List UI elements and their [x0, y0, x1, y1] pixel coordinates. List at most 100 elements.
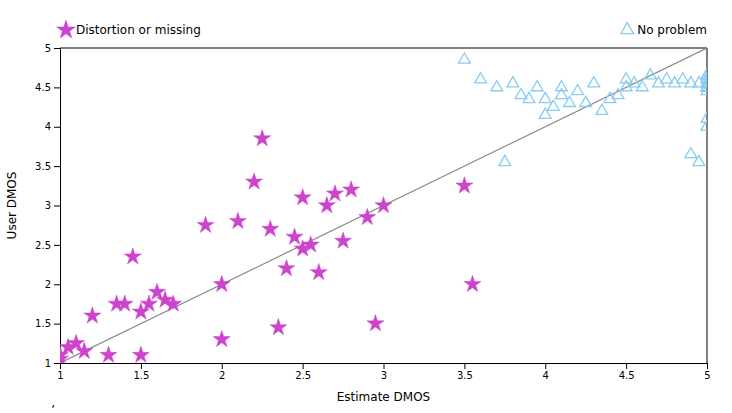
point: [539, 108, 551, 118]
tick-label: 3: [45, 200, 51, 211]
tick: 4: [543, 363, 549, 381]
tick-label: 1: [45, 358, 51, 369]
tick-mark: [54, 206, 60, 207]
point: [359, 208, 376, 224]
legend-symbol: [621, 23, 634, 34]
reference-line: [60, 48, 707, 363]
point: [547, 100, 559, 110]
tick-label: 4: [45, 121, 51, 132]
tick-mark: [54, 48, 60, 49]
point: [572, 85, 584, 95]
tick-label: 1.5: [35, 318, 51, 329]
point: [491, 81, 503, 91]
point: [458, 53, 470, 63]
legend-symbol: [57, 20, 76, 38]
tick: 5: [704, 363, 710, 381]
point: [677, 73, 689, 83]
point: [669, 77, 681, 87]
chart: 11.522.533.544.5511.522.533.544.55Estima…: [0, 0, 732, 413]
point: [653, 77, 665, 87]
point: [701, 81, 707, 91]
series-points: [458, 53, 707, 166]
point: [693, 155, 705, 165]
point: [270, 319, 287, 335]
point: [564, 96, 576, 106]
point: [628, 77, 640, 87]
point: [76, 342, 93, 358]
tick-label: 3.5: [457, 370, 473, 381]
point: [318, 197, 335, 213]
tick-mark: [384, 363, 385, 369]
tick: 2.5: [295, 363, 311, 381]
point: [100, 346, 117, 362]
tick: 4.5: [35, 82, 60, 93]
tick-mark: [141, 363, 142, 369]
tick-label: 2: [219, 370, 225, 381]
point: [116, 295, 133, 311]
point: [310, 263, 327, 279]
tick-mark: [54, 166, 60, 167]
point: [343, 181, 360, 197]
tick-mark: [54, 87, 60, 88]
tick: 1: [57, 363, 63, 381]
point: [302, 236, 319, 252]
axis-line: [54, 49, 61, 364]
point: [507, 77, 519, 87]
tick: 5: [45, 43, 60, 54]
point: [165, 295, 182, 311]
tick-label: 2: [45, 279, 51, 290]
point: [335, 232, 352, 248]
tick-label: 3: [381, 370, 387, 381]
tick-mark: [54, 245, 60, 246]
point: [213, 275, 230, 291]
point: [580, 96, 592, 106]
legend-label: No problem: [637, 23, 707, 37]
point: [140, 295, 157, 311]
tick-mark: [54, 284, 60, 285]
tick: 2.5: [35, 240, 60, 251]
tick: 2: [45, 279, 60, 290]
point: [132, 346, 149, 362]
point: [588, 77, 600, 87]
point: [246, 173, 263, 189]
point: [213, 330, 230, 346]
point: [229, 212, 246, 228]
point: [701, 112, 707, 122]
point: [685, 148, 697, 158]
point: [685, 77, 697, 87]
tick-mark: [54, 324, 60, 325]
y-axis-title: User DMOS: [5, 172, 19, 240]
point: [367, 315, 384, 331]
point: [124, 248, 141, 264]
point: [612, 88, 624, 98]
tick-label: 2.5: [35, 240, 51, 251]
point: [620, 73, 632, 83]
axis-line: [61, 364, 708, 370]
tick-label: 5: [45, 43, 51, 54]
tick: 4: [45, 121, 60, 132]
point: [326, 185, 343, 201]
plot-area: [60, 48, 707, 363]
point: [375, 197, 392, 213]
tick-label: 4: [543, 370, 549, 381]
tick: 3: [381, 363, 387, 381]
point: [596, 104, 608, 114]
point: [278, 260, 295, 276]
x-axis-title: Estimate DMOS: [337, 390, 430, 404]
legend-label: Distortion or missing: [76, 23, 201, 37]
point: [539, 92, 551, 102]
tick: 4.5: [619, 363, 635, 381]
point: [499, 155, 511, 165]
point: [286, 228, 303, 244]
tick-mark: [222, 363, 223, 369]
tick: 3: [45, 200, 60, 211]
tick-label: 1: [57, 370, 63, 381]
point: [645, 69, 657, 79]
x-axis: 11.522.533.544.55: [57, 363, 710, 381]
tick-mark: [464, 363, 465, 369]
tick-mark: [303, 363, 304, 369]
tick-mark: [545, 363, 546, 369]
point: [254, 130, 271, 146]
tick-label: 3.5: [35, 161, 51, 172]
point: [197, 216, 214, 232]
